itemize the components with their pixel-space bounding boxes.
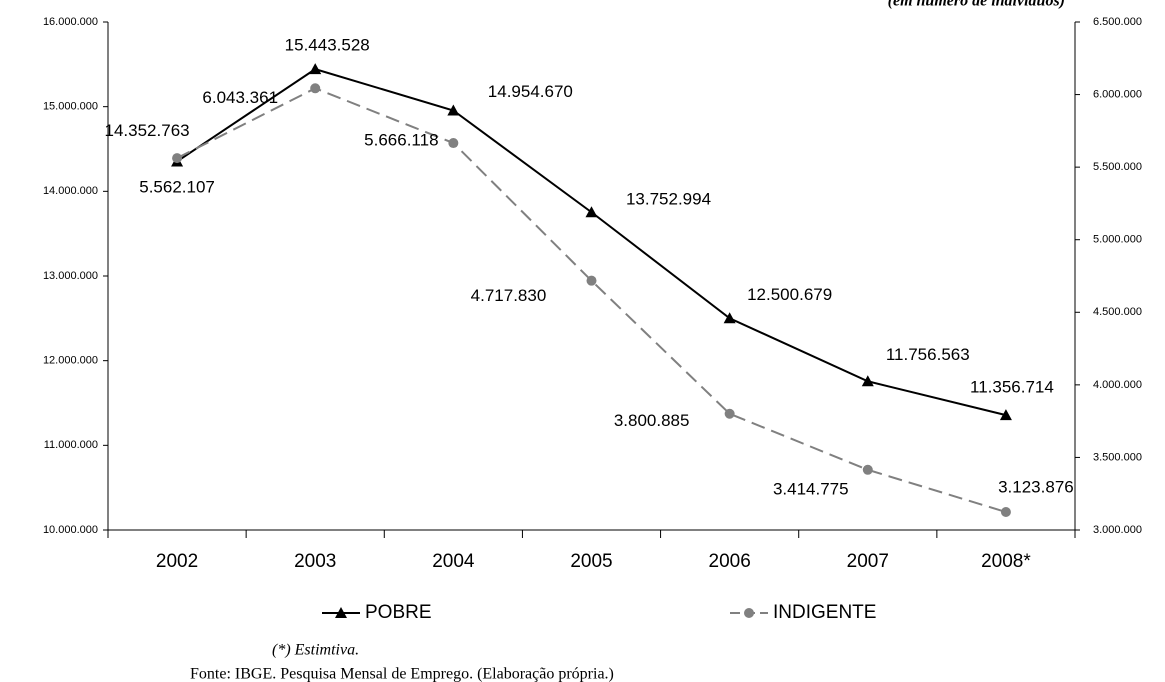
point-marker — [310, 83, 321, 94]
y-tick-label: 11.000.000 — [44, 439, 98, 451]
y2-tick-label: 5.500.000 — [1093, 161, 1142, 173]
legend-marker — [744, 608, 754, 618]
y2-tick-label: 6.000.000 — [1093, 88, 1142, 100]
point-marker — [724, 408, 735, 419]
legend-label: INDIGENTE — [773, 602, 876, 623]
point-marker — [999, 409, 1012, 421]
y-tick-label: 10.000.000 — [43, 524, 98, 536]
point-marker — [172, 153, 183, 164]
point-marker — [862, 464, 873, 475]
value-label: 3.123.876 — [998, 478, 1074, 497]
value-label: 15.443.528 — [285, 36, 370, 55]
value-label: 11.356.714 — [970, 378, 1054, 397]
y2-tick-label: 3.500.000 — [1093, 451, 1142, 463]
series-line — [176, 68, 1007, 417]
point-marker — [448, 138, 459, 149]
y2-tick-label: 4.500.000 — [1093, 306, 1142, 318]
point-marker — [586, 275, 597, 286]
value-label: 14.954.670 — [488, 82, 573, 101]
legend-label: POBRE — [365, 602, 432, 623]
value-label: 11.756.563 — [886, 345, 970, 364]
y-tick-label: 12.000.000 — [43, 355, 98, 367]
chart-subtitle: (em número de indivíduos) — [888, 0, 1065, 10]
value-label: 14.352.763 — [105, 121, 190, 140]
series-line — [176, 87, 1007, 513]
y-tick-label: 13.000.000 — [43, 270, 98, 282]
x-tick-label: 2006 — [709, 551, 751, 572]
point-marker — [447, 104, 460, 116]
y-tick-label: 16.000.000 — [43, 16, 98, 28]
point-marker — [861, 375, 874, 387]
value-label: 12.500.679 — [747, 285, 832, 304]
value-label: 4.717.830 — [471, 286, 547, 305]
value-label: 6.043.361 — [202, 88, 278, 107]
point-marker — [1000, 507, 1011, 518]
source-note: Fonte: IBGE. Pesquisa Mensal de Emprego.… — [190, 666, 614, 682]
footnote: (*) Estimtiva. — [272, 642, 359, 659]
x-tick-label: 2007 — [847, 551, 889, 572]
value-label: 3.800.885 — [614, 411, 690, 430]
point-marker — [585, 206, 598, 218]
y2-tick-label: 5.000.000 — [1093, 234, 1142, 246]
x-tick-label: 2002 — [156, 551, 198, 572]
x-tick-label: 2003 — [294, 551, 336, 572]
y2-tick-label: 3.000.000 — [1093, 524, 1142, 536]
y2-tick-label: 6.500.000 — [1093, 16, 1142, 28]
y-tick-label: 14.000.000 — [43, 185, 98, 197]
value-label: 3.414.775 — [773, 479, 849, 498]
x-tick-label: 2004 — [432, 551, 475, 572]
value-label: 5.562.107 — [139, 178, 215, 197]
y2-tick-label: 4.000.000 — [1093, 379, 1142, 391]
point-marker — [309, 63, 322, 75]
legend-marker — [335, 607, 347, 618]
x-tick-label: 2005 — [570, 551, 612, 572]
y-tick-label: 15.000.000 — [43, 101, 98, 113]
value-label: 5.666.118 — [364, 131, 438, 150]
point-marker — [723, 312, 736, 324]
x-tick-label: 2008* — [981, 551, 1031, 572]
value-label: 13.752.994 — [626, 190, 711, 209]
